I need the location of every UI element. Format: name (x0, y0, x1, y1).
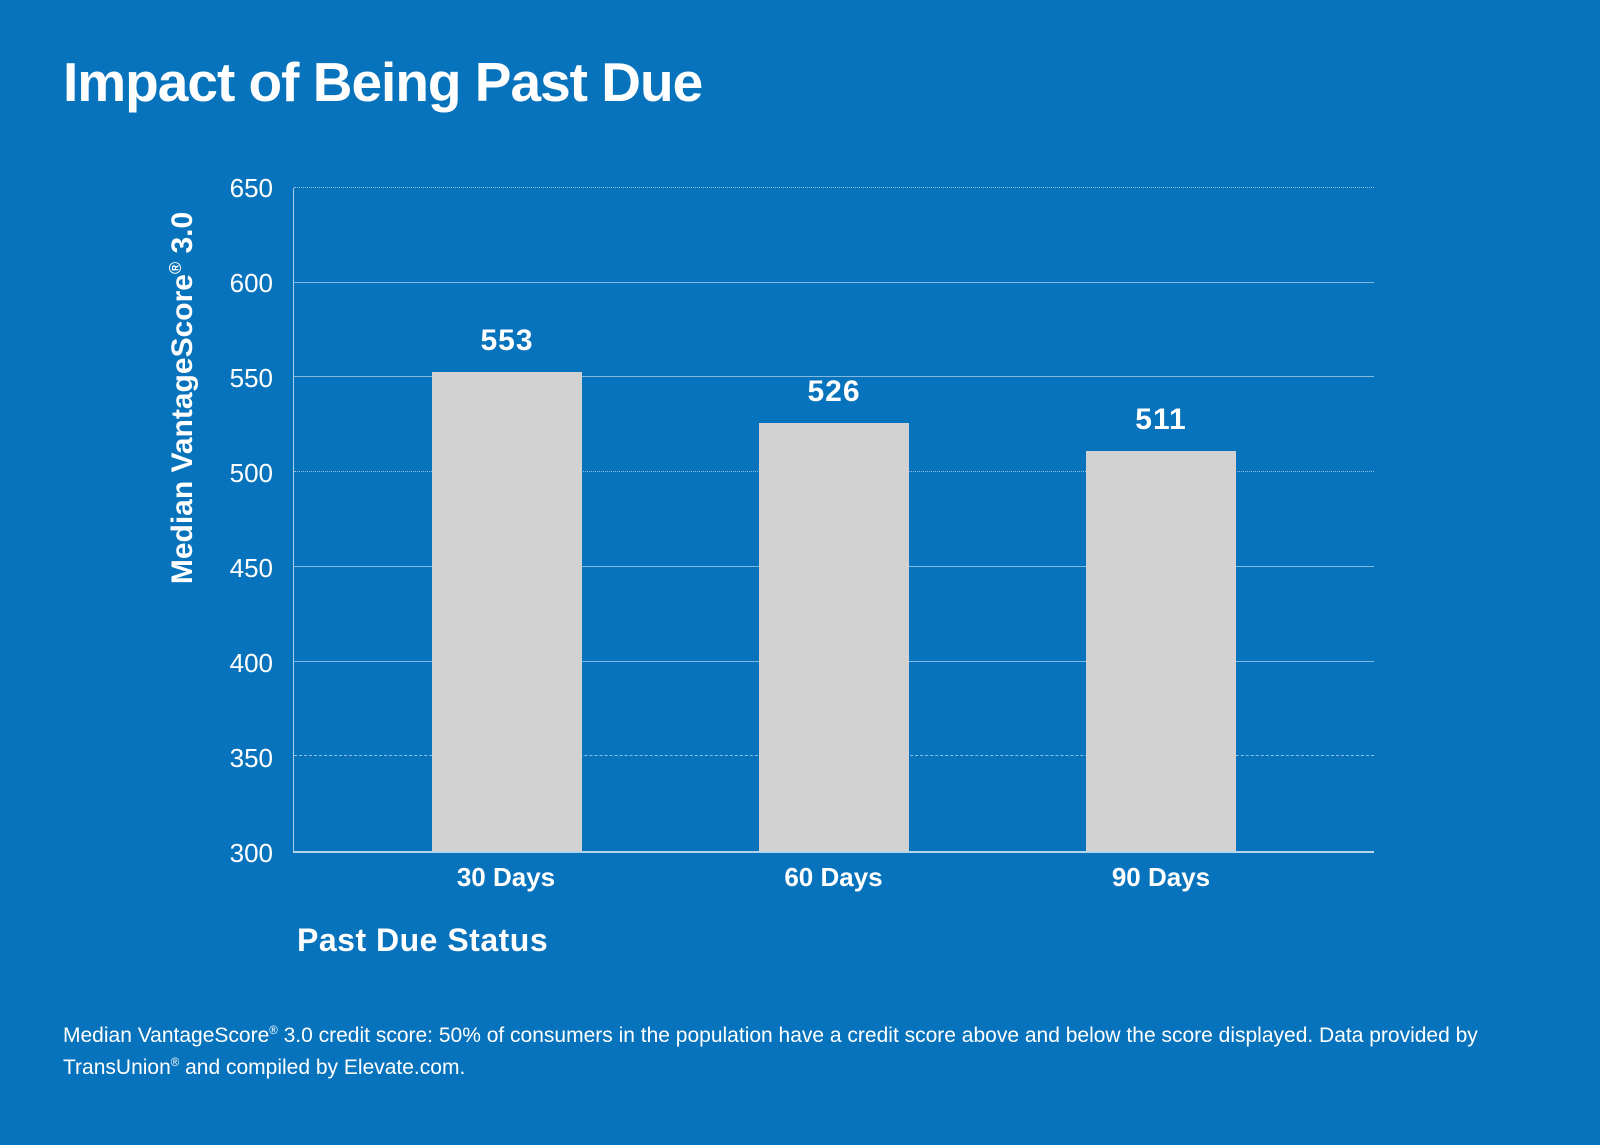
bar-value-label-90-days: 511 (1135, 403, 1187, 437)
bar-slot-30-days: 553 (432, 188, 582, 851)
x-tick-label-90-days: 90 Days (1111, 862, 1211, 892)
plot-area: 553 526 511 (293, 187, 1374, 853)
bar-slot-60-days: 526 (759, 188, 909, 851)
y-tick-label-500: 500 (229, 458, 273, 489)
y-tick-label-600: 600 (229, 268, 273, 298)
bars: 553 526 511 (294, 188, 1374, 851)
footnote: Median VantageScore® 3.0 credit score: 5… (63, 1020, 1543, 1084)
gridline-600 (294, 281, 1374, 283)
footnote-line-1: Median VantageScore® 3.0 credit score: 5… (63, 1024, 1478, 1047)
y-tick-label-400: 400 (229, 648, 273, 679)
gridline-650 (294, 187, 1374, 188)
gridline-550 (294, 376, 1374, 378)
footnote-line-2: TransUnion® and compiled by Elevate.com. (63, 1056, 466, 1079)
y-tick-label-650: 650 (229, 173, 273, 203)
bar-30-days (432, 371, 582, 851)
y-axis-ticks: 300 350 400 450 500 550 600 650 (143, 173, 283, 868)
x-tick-label-60-days: 60 Days (784, 862, 883, 892)
x-axis-title: Past Due Status (297, 922, 549, 958)
y-tick-label-550: 550 (229, 363, 273, 393)
bar-60-days (759, 422, 909, 851)
bar-value-label-30-days: 553 (480, 323, 534, 357)
bar-slot-90-days: 511 (1086, 188, 1236, 851)
x-axis-labels: 30 Days 60 Days 90 Days (293, 862, 1374, 893)
bar-value-label-60-days: 526 (807, 374, 861, 408)
x-tick-label-30-days: 30 Days (456, 862, 556, 892)
y-tick-label-450: 450 (229, 553, 273, 583)
y-tick-label-350: 350 (229, 743, 273, 774)
bar-90-days (1086, 451, 1236, 851)
chart-title: Impact of Being Past Due (63, 51, 703, 113)
y-tick-label-300: 300 (229, 838, 273, 868)
